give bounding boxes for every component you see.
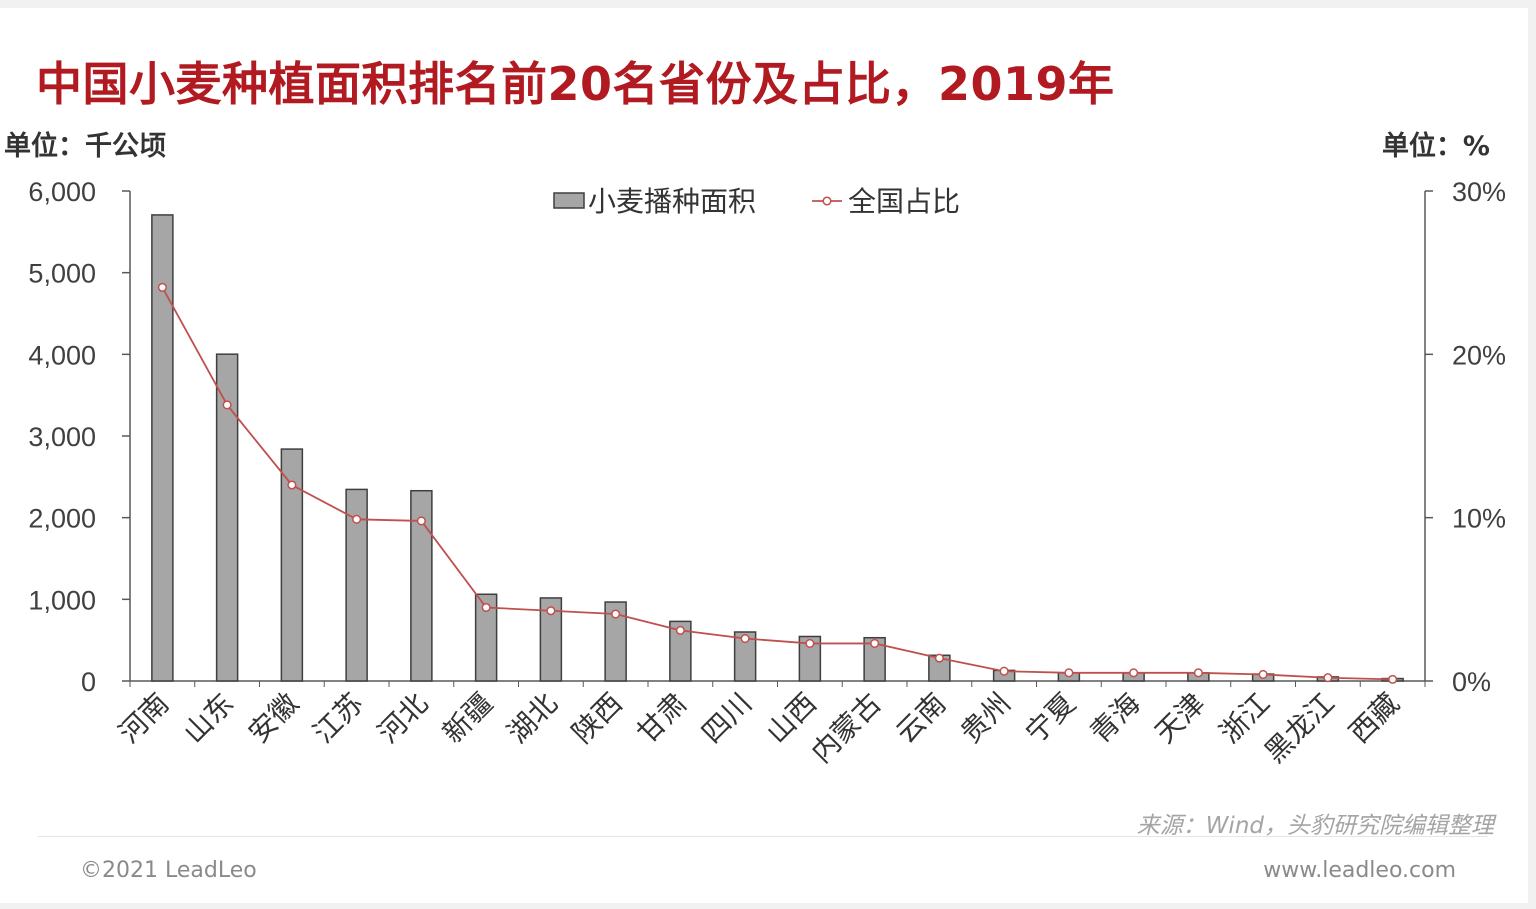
- share-point-江苏: [352, 514, 362, 524]
- website-link[interactable]: www.leadleo.com: [1263, 858, 1456, 883]
- category-label-青海: 青海: [1084, 687, 1147, 750]
- category-label-陕西: 陕西: [566, 687, 629, 750]
- share-point-甘肃: [675, 625, 685, 635]
- right-y-tick-label: 20%: [1452, 340, 1506, 370]
- category-label-云南: 云南: [889, 687, 952, 750]
- share-point-湖北: [546, 606, 556, 616]
- legend-bar-swatch: [553, 192, 585, 209]
- category-label-河南: 河南: [112, 687, 175, 750]
- left-y-tick-label: 5,000: [28, 259, 96, 289]
- share-point-浙江: [1258, 669, 1268, 680]
- category-label-甘肃: 甘肃: [630, 687, 693, 750]
- left-y-tick-label: 6,000: [28, 177, 96, 207]
- bar-山西: [798, 635, 822, 682]
- bar-河南: [151, 214, 174, 682]
- left-axis-unit-label: 单位：千公顷: [4, 131, 166, 162]
- share-point-云南: [934, 653, 944, 663]
- bar-内蒙古: [863, 636, 886, 682]
- legend-bar-label: 小麦播种面积: [588, 185, 756, 218]
- bar-河北: [410, 489, 433, 682]
- category-label-湖北: 湖北: [501, 687, 564, 750]
- chart-title: 中国小麦种植面积排名前20名省份及占比，2019年: [36, 57, 1115, 111]
- category-label-黑龙江: 黑龙江: [1258, 687, 1341, 770]
- left-y-tick-label: 4,000: [28, 340, 96, 370]
- category-label-天津: 天津: [1148, 687, 1211, 750]
- share-point-天津: [1193, 668, 1203, 678]
- share-point-山东: [222, 400, 232, 410]
- share-point-贵州: [999, 666, 1009, 676]
- share-point-西藏: [1388, 674, 1398, 684]
- bar-四川: [733, 631, 757, 682]
- category-label-新疆: 新疆: [436, 687, 499, 750]
- chart-axes: 0 1,000 2,000 3,000 4,000 5,000 6,000 0% 10% 20% 3…: [28, 177, 1506, 697]
- bar-山东: [215, 353, 239, 682]
- category-label-河北: 河北: [371, 687, 434, 750]
- left-y-tick-label: 1,000: [28, 585, 96, 615]
- category-label-内蒙古: 内蒙古: [805, 687, 888, 770]
- left-y-tick-label: 3,000: [28, 422, 96, 452]
- category-label-四川: 四川: [695, 687, 758, 750]
- share-point-内蒙古: [870, 638, 880, 648]
- share-point-四川: [740, 633, 750, 644]
- category-label-山东: 山东: [177, 687, 240, 750]
- right-axis-unit-label: 单位：%: [1381, 131, 1490, 162]
- source-note: 来源：Wind，头豹研究院编辑整理: [1136, 813, 1494, 839]
- left-y-tick-label: 2,000: [28, 504, 96, 534]
- share-point-山西: [805, 638, 815, 648]
- bar-江苏: [345, 488, 368, 682]
- legend-line-label: 全国占比: [848, 185, 960, 218]
- share-point-河北: [416, 516, 426, 526]
- footer-divider: [38, 836, 1488, 837]
- share-point-新疆: [481, 602, 491, 613]
- category-label-江苏: 江苏: [307, 687, 370, 750]
- share-point-黑龙江: [1323, 673, 1333, 683]
- bar-湖北: [539, 597, 563, 682]
- share-line: [161, 286, 1393, 681]
- copyright-text: ©2021 LeadLeo: [80, 858, 257, 883]
- legend-line-marker: [822, 196, 832, 206]
- share-point-青海: [1129, 668, 1139, 678]
- share-point-陕西: [611, 609, 621, 619]
- category-label-安徽: 安徽: [242, 687, 305, 750]
- right-y-tick-label: 10%: [1452, 504, 1506, 534]
- chart-legend: 小麦播种面积 全国占比: [553, 185, 960, 218]
- right-y-tick-label: 0%: [1452, 667, 1491, 697]
- left-y-tick-label: 0: [81, 667, 96, 697]
- line-series: [157, 282, 1398, 684]
- bar-陕西: [604, 601, 627, 682]
- category-label-宁夏: 宁夏: [1019, 687, 1082, 750]
- bar-新疆: [474, 593, 498, 682]
- share-point-安徽: [287, 480, 297, 490]
- category-label-贵州: 贵州: [954, 687, 1017, 750]
- bar-甘肃: [669, 620, 692, 682]
- category-label-西藏: 西藏: [1343, 687, 1406, 750]
- share-point-宁夏: [1064, 668, 1074, 678]
- right-y-tick-label: 30%: [1452, 177, 1506, 207]
- share-point-河南: [157, 282, 167, 292]
- bar-series: [151, 214, 1404, 682]
- slide-background: [0, 8, 1528, 903]
- bar-安徽: [280, 448, 304, 682]
